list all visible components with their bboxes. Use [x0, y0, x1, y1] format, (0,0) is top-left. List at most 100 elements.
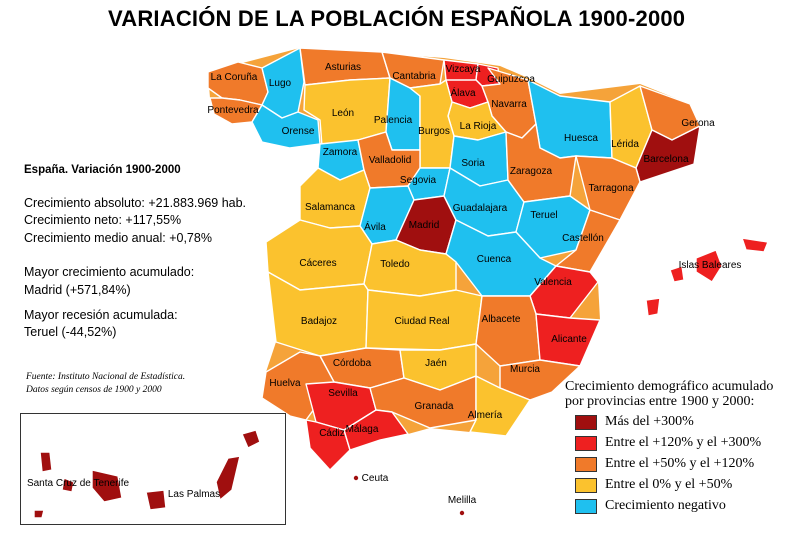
province-label-segovia: Segovia [400, 175, 437, 186]
province-label-leon: León [332, 108, 354, 119]
stat-max-decline-label: Mayor recesión acumulada: [24, 308, 178, 322]
province-label-zaragoza: Zaragoza [510, 166, 553, 177]
province-label-huelva: Huelva [269, 378, 301, 389]
province-label-barcelona: Barcelona [643, 154, 688, 165]
province-label-asturias: Asturias [325, 62, 361, 73]
province-las-palmas [241, 429, 261, 449]
province-label-gerona: Gerona [681, 118, 715, 129]
city-dot-ceuta [353, 475, 359, 481]
province-label-las-palmas: Las Palmas [168, 489, 220, 500]
province-label-teruel: Teruel [530, 210, 557, 221]
province-label-avila: Ávila [364, 220, 386, 233]
stats-heading: España. Variación 1900-2000 [24, 164, 181, 176]
province-label-alava: Álava [450, 86, 475, 99]
legend-swatch [575, 435, 597, 451]
province-label-santa-cruz-de-tenerife: Santa Cruz de Tenerife [27, 478, 130, 489]
stat-max-growth-label: Mayor crecimiento acumulado: [24, 265, 195, 279]
legend-title-line-2: por provincias entre 1900 y 2000: [565, 394, 755, 409]
stat-absolute-growth: Crecimiento absoluto: +21.883.969 hab. [24, 196, 247, 210]
province-label-malaga: Málaga [346, 424, 379, 435]
province-label-cadiz: Cádiz [319, 428, 345, 439]
province-label-toledo: Toledo [380, 259, 410, 270]
province-islas-baleares [645, 297, 661, 317]
province-las-palmas [215, 455, 241, 501]
province-label-salamanca: Salamanca [305, 202, 355, 213]
province-santa-cruz-de-tenerife [33, 509, 45, 519]
province-zaragoza [505, 123, 577, 203]
legend-label: Más del +300% [605, 414, 694, 429]
province-label-valladolid: Valladolid [369, 155, 412, 166]
province-label-lerida: Lérida [611, 139, 639, 150]
province-santa-cruz-de-tenerife [91, 469, 123, 503]
province-label-murcia: Murcia [510, 364, 540, 375]
city-label-ceuta: Ceuta [362, 473, 389, 484]
province-label-vizcaya: Vizcaya [446, 64, 481, 75]
province-label-burgos: Burgos [418, 126, 450, 137]
province-santa-cruz-de-tenerife [61, 477, 75, 493]
province-label-caceres: Cáceres [299, 258, 336, 269]
legend-label: Crecimiento negativo [605, 498, 726, 513]
source-line-1: Fuente: Instituto Nacional de Estadístic… [26, 372, 186, 382]
stat-max-growth-value: Madrid (+571,84%) [24, 283, 131, 297]
province-label-guadalajara: Guadalajara [453, 203, 508, 214]
province-islas-baleares [695, 249, 723, 283]
legend-label: Entre el 0% y el +50% [605, 477, 733, 492]
province-label-cordoba: Córdoba [333, 358, 372, 369]
province-label-guipuzcoa: Guipúzcoa [487, 74, 535, 85]
province-orense [251, 104, 321, 149]
province-label-ciudad-real: Ciudad Real [394, 316, 449, 327]
legend-swatch [575, 477, 597, 493]
province-label-valencia: Valencia [534, 277, 572, 288]
province-label-alicante: Alicante [551, 334, 587, 345]
legend-title-line-1: Crecimiento demográfico acumulado [565, 379, 774, 394]
city-label-melilla: Melilla [448, 495, 477, 506]
province-salamanca [299, 167, 371, 229]
legend-item: Crecimiento negativo [565, 498, 801, 514]
province-label-cuenca: Cuenca [477, 254, 512, 265]
province-label-la-coruna: La Coruña [211, 72, 258, 83]
city-dot-melilla [459, 510, 465, 516]
legend-swatch [575, 498, 597, 514]
stat-net-growth: Crecimiento neto: +117,55% [24, 213, 182, 227]
province-label-huesca: Huesca [564, 133, 598, 144]
province-label-navarra: Navarra [491, 99, 527, 110]
stat-max-decline-value: Teruel (-44,52%) [24, 325, 117, 339]
province-label-sevilla: Sevilla [328, 388, 358, 399]
legend-label: Entre el +120% y el +300% [605, 435, 762, 450]
map-title: VARIACIÓN DE LA POBLACIÓN ESPAÑOLA 1900-… [108, 6, 686, 31]
province-label-cantabria: Cantabria [392, 71, 436, 82]
province-almeria [469, 375, 531, 437]
province-islas-baleares [741, 237, 769, 253]
province-label-tarragona: Tarragona [588, 183, 633, 194]
province-label-zamora: Zamora [323, 147, 358, 158]
province-label-albacete: Albacete [482, 314, 521, 325]
legend-item: Entre el +50% y el +120% [565, 456, 801, 472]
legend-swatch [575, 456, 597, 472]
province-label-soria: Soria [461, 158, 485, 169]
province-alicante [535, 313, 601, 367]
province-label-badajoz: Badajoz [301, 316, 337, 327]
province-label-lugo: Lugo [269, 78, 292, 89]
province-label-almeria: Almería [468, 410, 503, 421]
legend: Crecimiento demográfico acumulado por pr… [565, 379, 801, 514]
province-label-pontevedra: Pontevedra [207, 105, 259, 116]
province-label-jaen: Jaén [425, 358, 447, 369]
province-label-orense: Orense [282, 126, 315, 137]
province-islas-baleares [669, 265, 685, 283]
province-label-madrid: Madrid [409, 220, 440, 231]
legend-item: Entre el 0% y el +50% [565, 477, 801, 493]
province-label-palencia: Palencia [374, 115, 413, 126]
legend-item: Más del +300% [565, 414, 801, 430]
legend-swatch [575, 414, 597, 430]
province-las-palmas [145, 489, 167, 511]
province-label-la-rioja: La Rioja [460, 121, 497, 132]
stat-annual-growth: Crecimiento medio anual: +0,78% [24, 231, 212, 245]
legend-item: Entre el +120% y el +300% [565, 435, 801, 451]
province-santa-cruz-de-tenerife [39, 451, 53, 473]
province-malaga [343, 409, 409, 451]
province-label-islas-baleares: Islas Baleares [679, 260, 742, 271]
legend-label: Entre el +50% y el +120% [605, 456, 755, 471]
province-burgos [409, 79, 455, 169]
source-line-2: Datos según censos de 1900 y 2000 [26, 385, 162, 395]
